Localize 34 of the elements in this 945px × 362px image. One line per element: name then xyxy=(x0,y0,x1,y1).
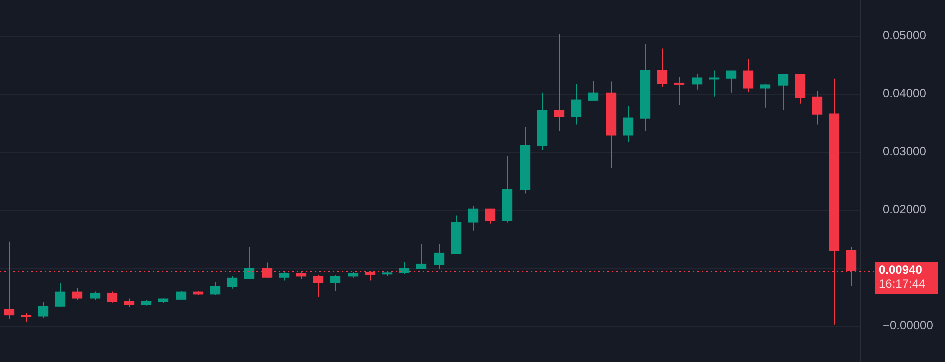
text: 16:17:44 xyxy=(879,276,926,291)
y-tick-label: 0.05000 xyxy=(883,28,927,42)
candlestick xyxy=(674,76,685,106)
candlestick xyxy=(313,274,324,298)
y-tick-label: 0.02000 xyxy=(883,202,927,216)
candlestick xyxy=(571,84,582,126)
candlestick xyxy=(588,80,599,102)
candlestick xyxy=(244,246,255,280)
candlestick xyxy=(227,276,238,290)
candlestick xyxy=(416,244,427,270)
candlestick xyxy=(692,74,703,90)
candlestick xyxy=(726,70,737,94)
candlestick xyxy=(760,84,771,108)
candlestick xyxy=(434,244,445,270)
candlestick xyxy=(795,74,806,104)
candlestick xyxy=(554,34,565,132)
candlestick xyxy=(38,302,49,319)
candlestick xyxy=(812,90,823,126)
candlestick xyxy=(778,74,789,111)
candlestick xyxy=(657,48,668,88)
candlestick xyxy=(72,288,83,302)
candlestick xyxy=(210,281,221,296)
candlestick xyxy=(709,70,720,98)
candlestick xyxy=(468,205,479,232)
candlestick xyxy=(330,274,341,292)
y-tick-label: 0.03000 xyxy=(883,144,927,158)
candlestick xyxy=(623,106,634,143)
y-tick-label: −0.00000 xyxy=(883,318,934,332)
y-tick-label: 0.04000 xyxy=(883,86,927,100)
candlestick xyxy=(55,282,66,308)
candlestick xyxy=(485,208,496,224)
candlestick xyxy=(743,58,754,93)
ref-line-label: 0.00940 xyxy=(879,262,923,277)
candlestick xyxy=(107,291,118,304)
